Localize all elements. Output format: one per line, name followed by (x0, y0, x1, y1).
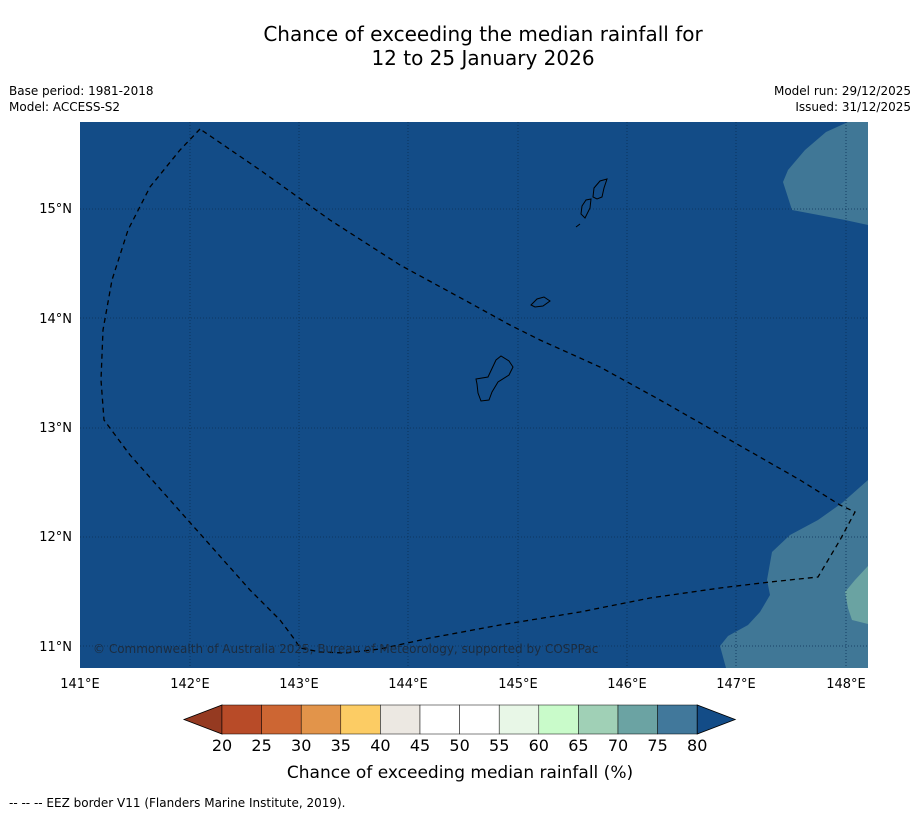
legend-colorbar (182, 704, 737, 735)
legend-tick-55: 55 (489, 736, 509, 755)
forecast-map: © Commonwealth of Australia 2025, Bureau… (39, 122, 868, 783)
legend-swatch-40-45 (380, 704, 421, 735)
legend-swatch-35-40 (340, 704, 381, 735)
lat-tick-14n: 14°N (39, 312, 72, 327)
legend-tick-50: 50 (449, 736, 469, 755)
legend-tick-80: 80 (687, 736, 707, 755)
legend-swatch-20-25 (221, 704, 262, 735)
legend-tick-45: 45 (410, 736, 430, 755)
issued-date: Issued: 31/12/2025 (795, 100, 911, 114)
meta-right: Model run: 29/12/2025 Issued: 31/12/2025 (774, 83, 911, 115)
rainfall-band-75-80-north (783, 122, 868, 225)
island-tinian (580, 198, 592, 219)
copyright-notice: © Commonwealth of Australia 2025, Bureau… (93, 642, 598, 656)
legend-swatch-50-55 (459, 704, 500, 735)
legend-tick-40: 40 (370, 736, 390, 755)
model-name: Model: ACCESS-S2 (9, 100, 121, 114)
lon-tick-148e: 148°E (826, 677, 866, 692)
legend-swatch-55-60 (498, 704, 540, 735)
lon-tick-144e: 144°E (388, 677, 428, 692)
eez-border (100, 128, 856, 654)
legend-swatch-45-50 (419, 704, 460, 735)
base-period: Base period: 1981-2018 (9, 84, 154, 98)
legend-swatch-25-30 (261, 704, 302, 735)
map-background (80, 122, 868, 668)
lat-tick-15n: 15°N (39, 202, 72, 217)
legend-tick-30: 30 (291, 736, 311, 755)
lon-tick-142e: 142°E (170, 677, 210, 692)
title-line-2: 12 to 25 January 2026 (371, 46, 595, 70)
island-guam (475, 355, 514, 402)
lon-tick-labels: 141°E 142°E 143°E 144°E 145°E 146°E 147°… (60, 677, 866, 692)
rainfall-band-70-75 (845, 566, 868, 624)
legend-title: Chance of exceeding median rainfall (%) (287, 763, 633, 783)
legend-swatch-30-35 (300, 704, 342, 735)
legend-swatch-70-75 (617, 704, 658, 735)
island-aguijan (575, 223, 581, 228)
island-saipan (592, 178, 608, 200)
legend-tick-20: 20 (212, 736, 232, 755)
legend-tick-25: 25 (251, 736, 271, 755)
legend-tick-60: 60 (529, 736, 549, 755)
lon-tick-141e: 141°E (60, 677, 100, 692)
legend-swatch-65-70 (578, 704, 619, 735)
legend-swatch-60-65 (538, 704, 579, 735)
islands (475, 178, 608, 402)
meta-left: Base period: 1981-2018 Model: ACCESS-S2 (9, 83, 154, 115)
lat-tick-labels: 15°N 14°N 13°N 12°N 11°N (39, 202, 72, 655)
lon-tick-143e: 143°E (279, 677, 319, 692)
island-rota (530, 296, 551, 308)
legend-tick-65: 65 (568, 736, 588, 755)
lon-tick-146e: 146°E (607, 677, 647, 692)
lat-tick-12n: 12°N (39, 530, 72, 545)
legend-tick-75: 75 (647, 736, 667, 755)
eez-footnote: -- -- -- EEZ border V11 (Flanders Marine… (9, 796, 346, 810)
legend-tick-35: 35 (331, 736, 351, 755)
legend-arrow-low (182, 704, 223, 735)
legend-tick-70: 70 (608, 736, 628, 755)
lon-tick-145e: 145°E (498, 677, 538, 692)
grid-lines (80, 122, 868, 668)
model-run: Model run: 29/12/2025 (773, 84, 911, 98)
lat-tick-11n: 11°N (39, 640, 72, 655)
chart-title: Chance of exceeding the median rainfall … (0, 22, 919, 70)
lat-tick-13n: 13°N (39, 421, 72, 436)
lon-tick-147e: 147°E (716, 677, 756, 692)
legend-arrow-high (696, 704, 737, 735)
rainfall-band-75-80-south (720, 480, 868, 668)
legend-tick-labels: 20 25 30 35 40 45 50 55 60 65 70 75 80 (212, 736, 708, 755)
legend-swatch-75-80 (657, 704, 698, 735)
title-line-1: Chance of exceeding the median rainfall … (263, 22, 703, 46)
